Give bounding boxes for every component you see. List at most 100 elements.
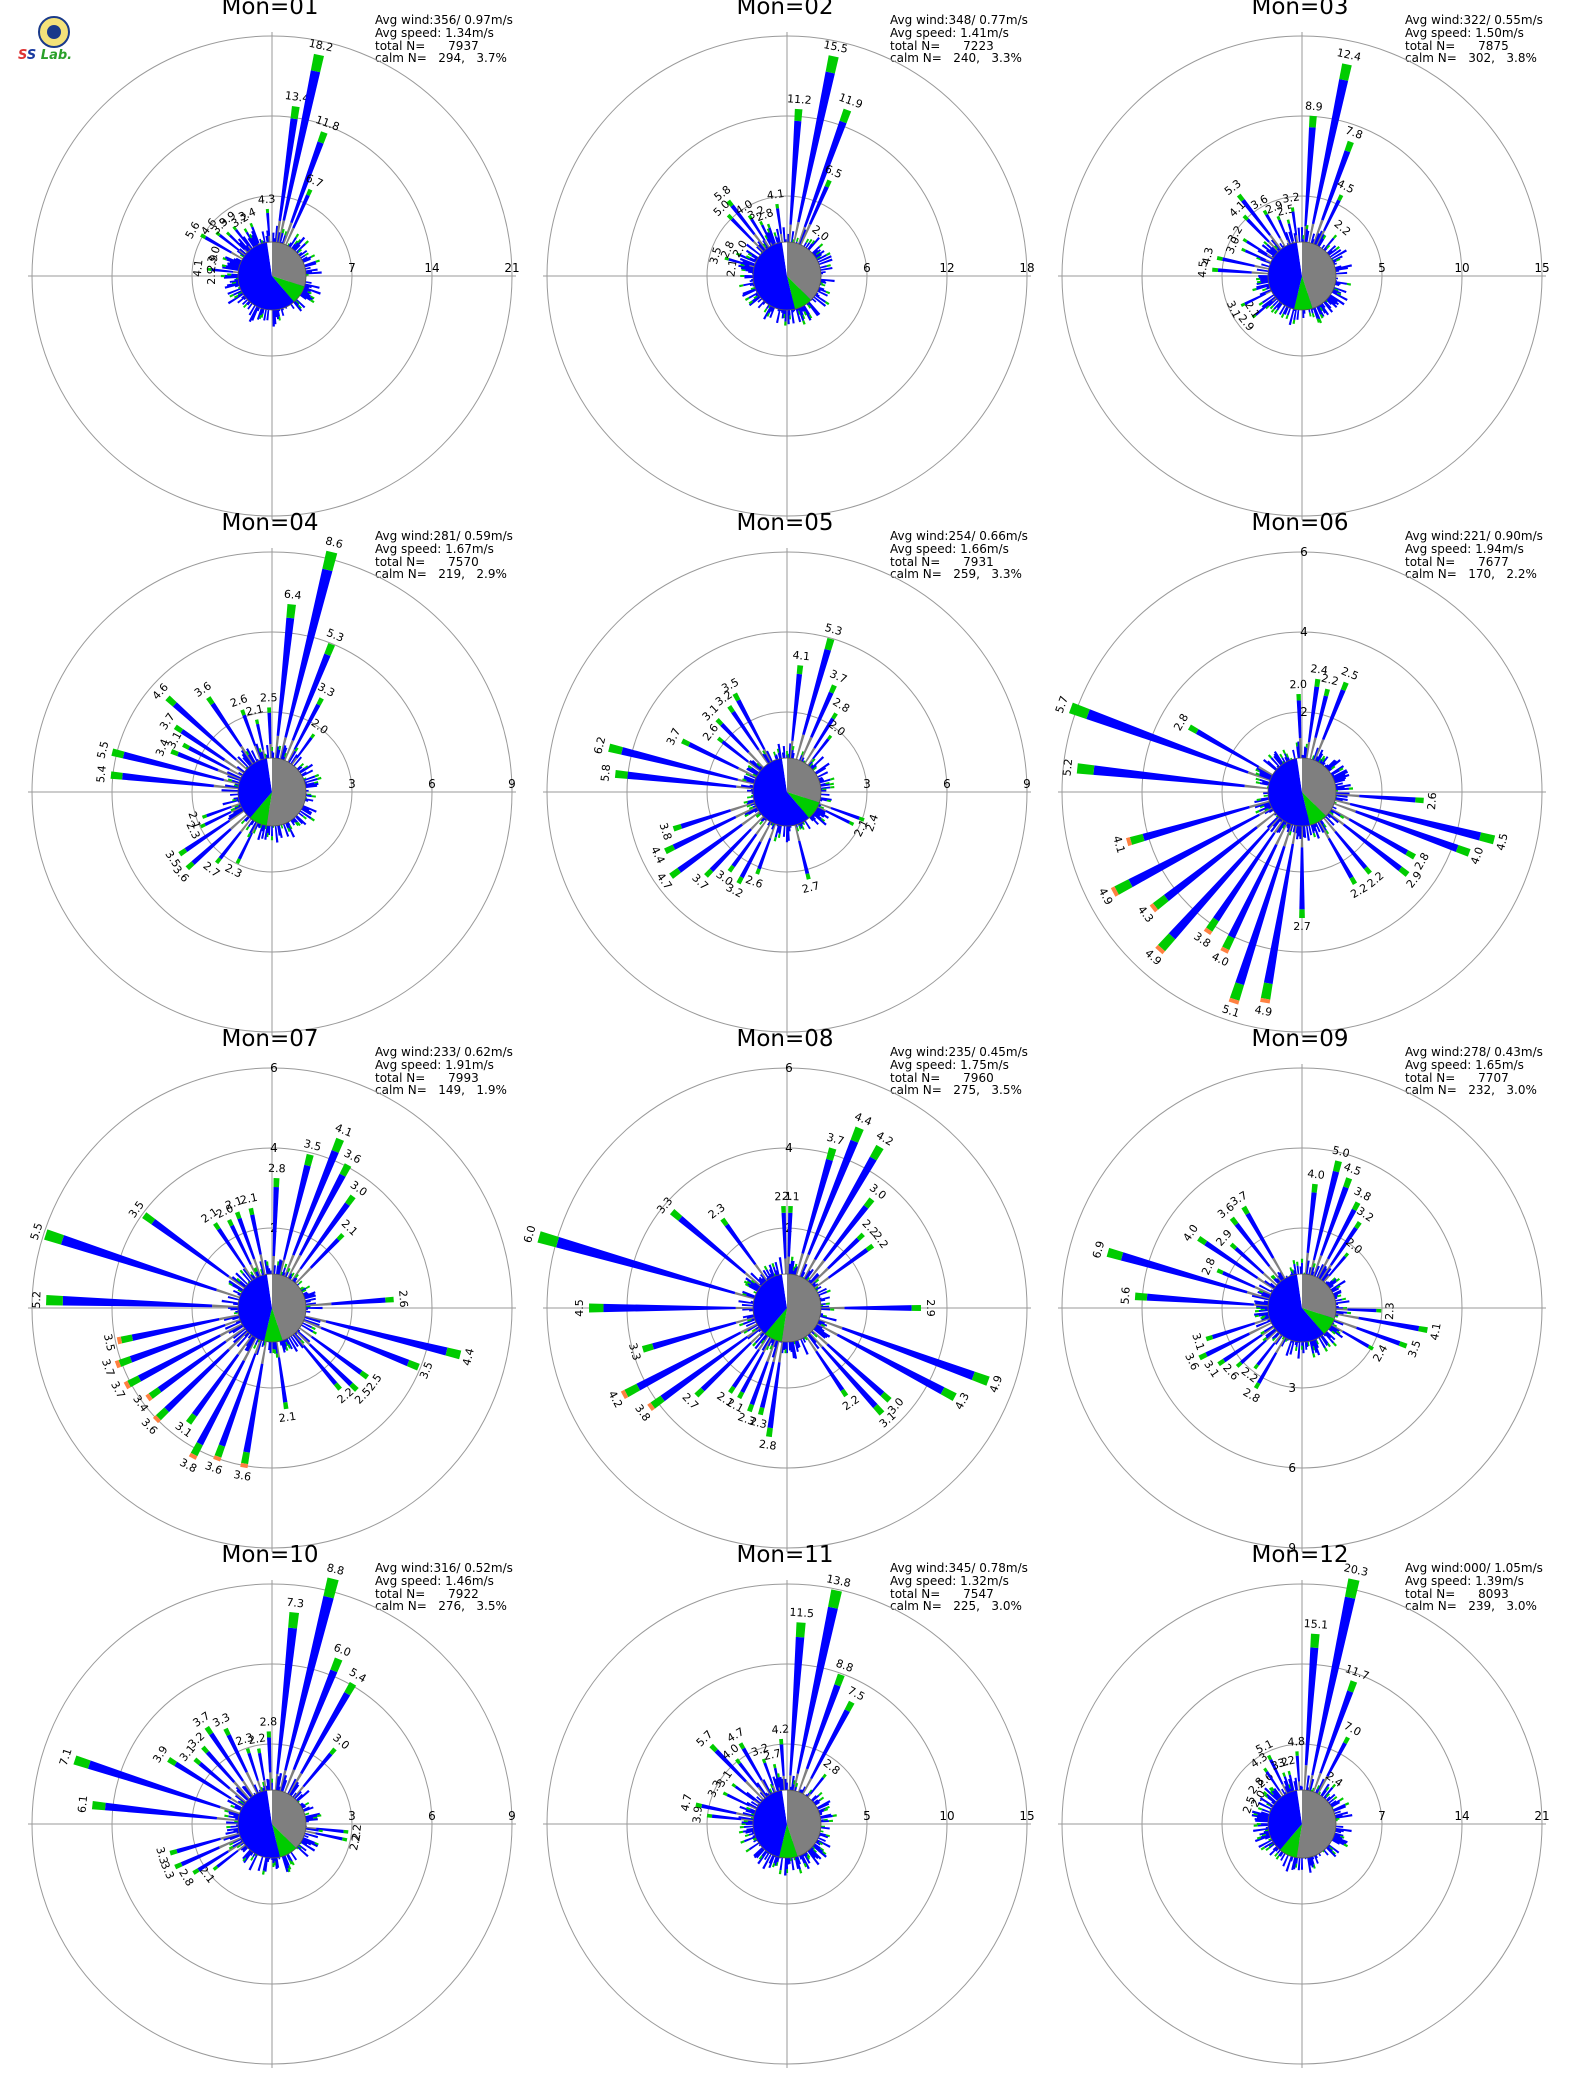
bar-value-label: 6.4 — [283, 588, 302, 603]
wind-bar-segment — [301, 1831, 319, 1839]
wind-bar-segment — [826, 1289, 831, 1293]
wind-bar-segment — [1354, 1221, 1362, 1230]
wind-bar-segment — [1328, 1255, 1347, 1277]
wind-bar-segment — [232, 1839, 245, 1848]
wind-bar-segment — [826, 1147, 837, 1161]
wind-bar-segment — [295, 1329, 311, 1343]
wind-bar-segment — [1271, 1337, 1277, 1342]
wind-bar-segment — [152, 1415, 161, 1424]
wind-bar-segment — [157, 1340, 227, 1393]
wind-bar-segment — [1324, 760, 1338, 772]
wind-bar-segment — [1258, 1312, 1272, 1317]
wind-bar-segment — [285, 820, 296, 838]
wind-bar-segment — [226, 1825, 231, 1829]
bar-value-label: 2.0 — [809, 223, 831, 244]
wind-bar-segment — [839, 108, 852, 124]
calm-disc-wedge — [272, 1274, 306, 1341]
wind-bar-segment — [1229, 1242, 1238, 1250]
wind-bar-segment — [232, 798, 237, 802]
wind-bar-segment — [801, 1158, 833, 1254]
wind-bar-segment — [911, 1304, 921, 1312]
wind-bar-segment — [794, 108, 803, 122]
wind-bar-segment — [1271, 1274, 1276, 1279]
wind-bar-segment — [309, 1237, 340, 1269]
bar-value-label: 2.1 — [278, 1410, 297, 1425]
wind-bar-segment — [1294, 1346, 1298, 1352]
wind-bar-segment — [841, 1326, 975, 1381]
wind-bar-segment — [694, 1387, 705, 1398]
bar-value-label: 6.1 — [75, 1795, 90, 1814]
wind-bar-segment — [829, 782, 834, 786]
wind-bar-segment — [114, 1359, 122, 1369]
wind-bar-segment — [288, 1333, 299, 1348]
wind-bar-segment — [1259, 258, 1273, 265]
wind-bar-segment — [789, 120, 802, 225]
wind-bar-segment — [1129, 833, 1145, 845]
bar-value-label: 3.6 — [203, 1459, 224, 1477]
wind-bar-segment — [1216, 1268, 1224, 1275]
wind-bar-segment — [790, 1340, 796, 1359]
wind-bar-segment — [243, 228, 248, 233]
wind-bar-segment — [1336, 1330, 1341, 1335]
calm-disc-rim — [237, 1273, 307, 1343]
wind-bar-segment — [1304, 127, 1316, 227]
wind-bar-segment — [1269, 305, 1274, 310]
wind-bar-segment — [243, 1848, 255, 1864]
wind-bar-segment — [1314, 230, 1324, 248]
panel-title: Mon=07 — [221, 1026, 319, 1052]
wind-bar-segment — [218, 233, 240, 252]
bar-value-label: 2.2 — [347, 1832, 363, 1852]
wind-bar-segment — [240, 820, 245, 825]
wind-rose-svg: 3 6 94.15.33.72.82.02.42.12.72.63.23.03.74… — [543, 548, 1031, 1036]
wind-bar-segment — [1236, 193, 1245, 202]
wind-bar-segment — [537, 1231, 560, 1248]
wind-bar-segment — [243, 1363, 264, 1453]
wind-bar-segment — [1311, 747, 1320, 764]
bar-value-label: 5.5 — [28, 1221, 46, 1242]
bar-value-label: 6.7 — [304, 171, 325, 190]
wind-bar-segment — [1278, 219, 1289, 241]
wind-bar-segment — [1263, 794, 1268, 797]
wind-bar-segment — [1307, 686, 1320, 743]
wind-bar-segment — [742, 1290, 758, 1298]
wind-bar-segment — [1418, 1325, 1428, 1333]
wind-bar-segment — [796, 665, 804, 675]
wind-bar-segment — [172, 702, 237, 761]
wind-bar-segment — [790, 1854, 795, 1871]
wind-bar-segment — [1273, 245, 1278, 250]
wind-bar-segment — [250, 1856, 254, 1861]
wind-bar-segment — [1333, 280, 1348, 285]
wind-bar-segment — [807, 236, 821, 252]
wind-bar-segment — [266, 212, 271, 237]
calm-disc-wedge — [764, 1308, 787, 1342]
wind-bar-segment — [118, 1356, 133, 1367]
wind-bar-segment — [1260, 1330, 1265, 1335]
bar-value-label: 6.9 — [1090, 1240, 1107, 1260]
wind-bar-segment — [276, 1627, 298, 1774]
wind-bar-segment — [1315, 1264, 1325, 1280]
wind-bar-segment — [1222, 935, 1235, 951]
wind-bar-segment — [288, 1781, 299, 1798]
wind-bar-segment — [245, 826, 250, 831]
wind-bar-segment — [226, 1734, 248, 1773]
wind-rose-panel: Mon=08 Avg wind:235/ 0.45m/s Avg speed: 1… — [521, 1026, 1045, 1566]
wind-bar-segment — [1332, 1323, 1338, 1328]
wind-bar-segment — [1229, 1216, 1239, 1226]
wind-bar-segment — [779, 1856, 784, 1871]
wind-bar-segment — [755, 813, 760, 817]
wind-bar-segment — [323, 1577, 339, 1599]
wind-bar-segment — [300, 1286, 305, 1291]
wind-bar-segment — [342, 1837, 348, 1842]
stats-box: Avg wind:356/ 0.97m/s Avg speed: 1.34m/s… — [375, 13, 513, 66]
wind-bar-segment — [669, 1208, 683, 1221]
wind-bar-segment — [294, 243, 307, 254]
wind-bar-segment — [1263, 843, 1295, 985]
wind-bar-segment — [1285, 753, 1289, 758]
wind-bar-segment — [291, 1333, 305, 1349]
wind-bar-segment — [302, 1289, 307, 1293]
stats-box: Avg wind:322/ 0.55m/s Avg speed: 1.50m/s… — [1405, 13, 1543, 66]
wind-bar-segment — [300, 1692, 351, 1775]
bar-value-label: 4.5 — [1335, 177, 1356, 196]
wind-bar-segment — [122, 772, 215, 788]
wind-bar-segment — [1349, 802, 1482, 841]
